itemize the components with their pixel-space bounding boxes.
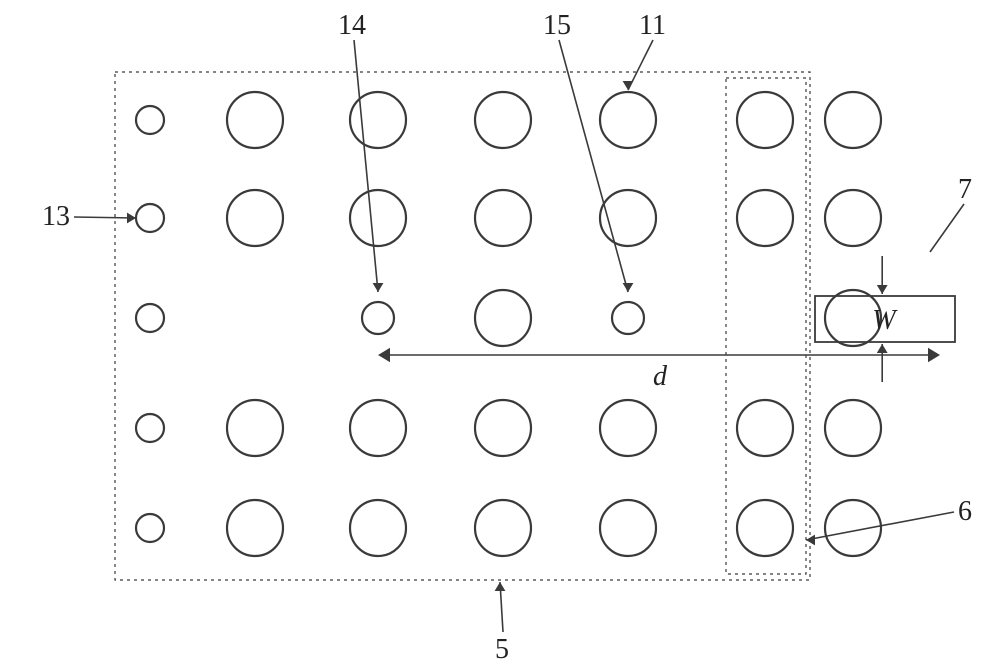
lattice-hole [825, 190, 881, 246]
lattice-hole [136, 514, 164, 542]
lattice-hole [600, 500, 656, 556]
lattice-hole [475, 92, 531, 148]
lattice-hole [136, 204, 164, 232]
lattice-hole [350, 400, 406, 456]
lattice-hole [362, 302, 394, 334]
lattice-hole [475, 500, 531, 556]
lattice-hole [475, 400, 531, 456]
lattice-hole [737, 500, 793, 556]
lattice-hole [737, 92, 793, 148]
lattice-hole [737, 190, 793, 246]
lattice-hole [350, 500, 406, 556]
lattice-hole [136, 304, 164, 332]
lattice-hole [825, 92, 881, 148]
lattice-hole [737, 400, 793, 456]
lattice-hole [136, 106, 164, 134]
lattice-hole [136, 414, 164, 442]
callout-5: 5 [495, 634, 509, 665]
label-d: d [653, 361, 668, 392]
callout-14: 14 [338, 10, 366, 41]
callout-11: 11 [639, 10, 666, 41]
main-boundary [115, 72, 810, 580]
lattice-hole [600, 400, 656, 456]
callout-15: 15 [543, 10, 571, 41]
lattice-hole [227, 92, 283, 148]
lattice-hole [350, 190, 406, 246]
lattice-hole [825, 400, 881, 456]
lattice-hole [350, 92, 406, 148]
lattice-hole [475, 190, 531, 246]
label-W: W [872, 305, 898, 336]
lattice-hole [227, 500, 283, 556]
lattice-hole [475, 290, 531, 346]
lattice-hole [612, 302, 644, 334]
lattice-hole [227, 190, 283, 246]
lattice-hole [600, 92, 656, 148]
lattice-hole [227, 400, 283, 456]
callout-7: 7 [958, 174, 972, 205]
callout-6: 6 [958, 496, 972, 527]
callout-13: 13 [42, 201, 70, 232]
